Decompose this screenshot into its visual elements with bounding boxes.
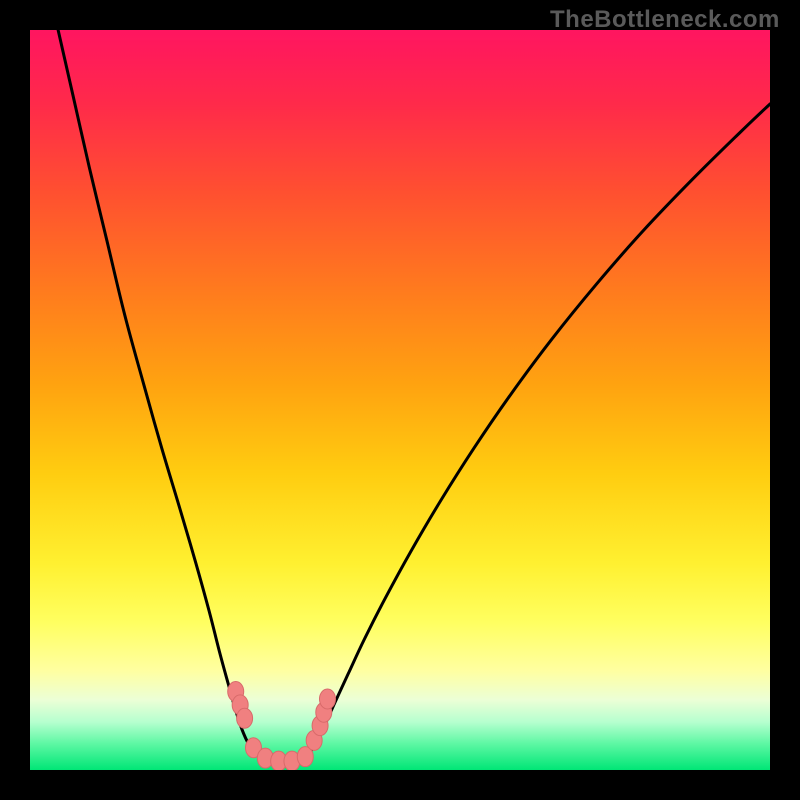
data-marker <box>319 689 335 709</box>
outer-frame: TheBottleneck.com <box>0 0 800 800</box>
gradient-background <box>30 30 770 770</box>
bottleneck-chart <box>30 30 770 770</box>
watermark-text: TheBottleneck.com <box>550 6 780 34</box>
data-marker <box>237 708 253 728</box>
